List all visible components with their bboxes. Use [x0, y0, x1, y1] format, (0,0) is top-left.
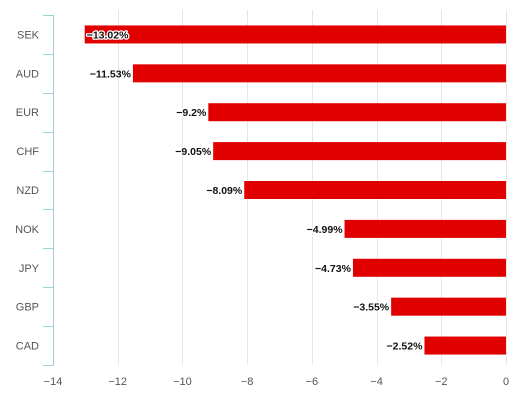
- x-tick-label: −10: [173, 376, 192, 388]
- data-label: −2.52%: [387, 341, 424, 353]
- category-label: NZD: [16, 185, 39, 197]
- category-label: CHF: [16, 146, 39, 158]
- bar-gbp: [391, 297, 506, 316]
- data-labels: −13.02% −11.53% −9.2% −9.05% −8.09% −4.99% −4.…: [85, 28, 424, 354]
- data-label: −13.02%: [87, 29, 129, 41]
- x-tick-label: −12: [108, 376, 127, 388]
- data-label: −11.53%: [90, 68, 132, 80]
- category-label: AUD: [16, 68, 39, 80]
- data-label: −8.09%: [206, 185, 243, 197]
- x-tick-label: −2: [435, 376, 448, 388]
- x-tick-label: −14: [44, 376, 63, 388]
- x-tick-label: −6: [306, 376, 319, 388]
- bar-nzd: [244, 181, 506, 199]
- category-labels: SEK AUD EUR CHF NZD NOK JPY GBP CAD: [15, 29, 40, 352]
- bar-eur: [208, 103, 507, 122]
- bar-nok: [344, 219, 506, 238]
- data-label: −9.05%: [175, 146, 212, 158]
- bar-aud: [132, 64, 506, 83]
- category-label: NOK: [15, 224, 40, 236]
- bar-cad: [424, 336, 506, 355]
- category-label: CAD: [16, 341, 39, 353]
- x-tick-label: −8: [241, 376, 254, 388]
- x-tick-label: 0: [503, 376, 509, 388]
- category-label: JPY: [19, 263, 40, 275]
- bars: [84, 25, 507, 355]
- category-label: GBP: [16, 302, 39, 314]
- bar-jpy: [352, 258, 506, 277]
- x-tick-label: −4: [370, 376, 383, 388]
- bar-sek: [84, 25, 507, 44]
- data-label: −4.99%: [307, 224, 344, 236]
- data-label: −4.73%: [315, 263, 352, 275]
- data-label: −9.2%: [176, 107, 207, 119]
- y-axis: [43, 15, 54, 366]
- x-axis-tick-labels: −14 −12 −10 −8 −6 −4 −2 0: [44, 376, 509, 388]
- bar-chf: [213, 142, 507, 161]
- category-label: EUR: [16, 107, 39, 119]
- data-label: −3.55%: [353, 302, 390, 314]
- category-label: SEK: [17, 29, 40, 41]
